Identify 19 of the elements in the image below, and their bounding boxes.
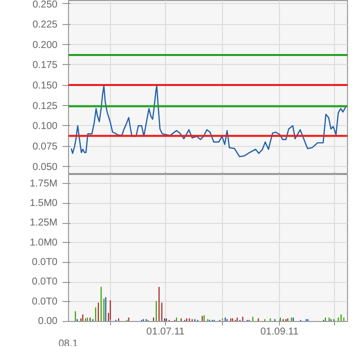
y-tick-label: 1.5M0: [30, 198, 58, 210]
y-tick-label: 0.150: [32, 80, 58, 92]
y-tick-label: 0.225: [32, 20, 58, 31]
y-tick-label: 0.050: [32, 162, 58, 173]
y-tick-label: 0.00: [38, 316, 58, 327]
y-tick-label: 0.175: [32, 60, 58, 72]
y-tick-label: 0.200: [32, 40, 58, 51]
x-tick-label: 01.07.11: [146, 326, 186, 338]
y-tick-label: 0.100: [32, 121, 58, 132]
y-tick-label: 1.0M0: [30, 237, 58, 248]
y-tick-label: 0.075: [32, 142, 58, 153]
x-tick-label: 01.09.11: [260, 326, 300, 338]
y-tick-label: 0.250: [32, 0, 58, 10]
y-tick-label: 0.125: [32, 100, 58, 112]
y-tick-label: 1.25M: [30, 218, 58, 229]
y-tick-label: 0.0T0: [32, 296, 58, 308]
y-tick-label: 1.75M: [30, 178, 58, 190]
y-tick-label: 0.0T0: [32, 257, 58, 268]
y-tick-label: 0.0T0: [32, 276, 58, 288]
